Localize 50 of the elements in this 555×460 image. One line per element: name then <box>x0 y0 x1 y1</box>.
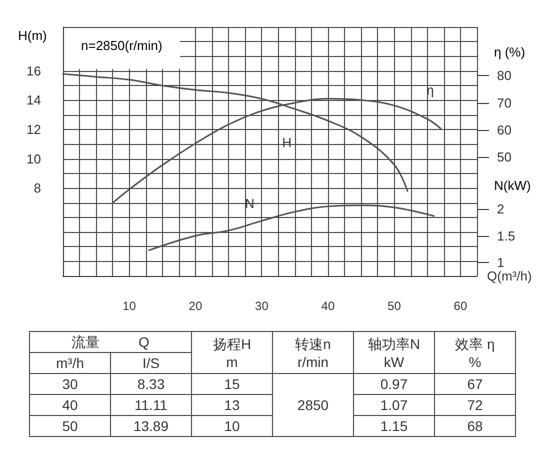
text: 0.97 <box>354 374 434 394</box>
text: 13 <box>192 394 272 416</box>
text: 1.07 <box>354 394 434 416</box>
y-tick-label: 10 <box>26 151 41 166</box>
y-tick-label: 16 <box>26 63 41 78</box>
y2-axis-title: η (%) <box>494 44 526 60</box>
text: 68 <box>434 416 516 436</box>
y3-tick-label: 1.5 <box>497 228 516 244</box>
text: 2850 <box>272 374 354 436</box>
y-tick-label: 8 <box>34 180 41 196</box>
text: 轴功率N <box>368 336 420 352</box>
text: 67 <box>434 374 516 394</box>
text: 1.15 <box>354 416 434 436</box>
x-tick-label: 10 <box>122 299 136 313</box>
x-tick-label: 60 <box>454 299 468 313</box>
text: 扬程H <box>212 336 252 352</box>
y2-tick-label: 60 <box>497 122 512 138</box>
text: 72 <box>434 394 516 416</box>
text: 15 <box>192 374 272 394</box>
text: 11.11 <box>110 394 192 416</box>
y3-tick-label: 1 <box>497 255 504 270</box>
x-tick-label: 40 <box>321 299 335 313</box>
text: 50 <box>30 416 110 436</box>
text: 30 <box>30 374 110 394</box>
x-axis-title: Q(m³/h) <box>487 268 532 284</box>
x-tick-label: 20 <box>188 299 202 313</box>
y-axis-title: H(m) <box>18 28 47 43</box>
y3-axis-title: N(kW) <box>494 178 531 194</box>
text: 转速n <box>295 336 331 352</box>
text: 10 <box>192 416 272 436</box>
y2-tick-label: 70 <box>497 95 512 110</box>
text: 流量 Q <box>72 334 150 350</box>
y-tick-label: 14 <box>26 92 41 108</box>
x-tick-label: 50 <box>388 299 402 313</box>
text: I/S <box>110 352 192 374</box>
text: 效率 η <box>455 336 495 352</box>
text: kW <box>384 354 404 370</box>
annotation: n=2850(r/min) <box>81 38 162 53</box>
text: m <box>226 354 238 370</box>
text: % <box>468 354 482 370</box>
y3-tick-label: 2 <box>497 202 504 217</box>
text: r/min <box>297 354 329 370</box>
text: 40 <box>30 394 110 416</box>
x-tick-label: 30 <box>255 299 269 313</box>
y2-tick-label: 50 <box>497 149 512 164</box>
text: m³/h <box>30 352 110 374</box>
y-tick-label: 12 <box>26 122 41 138</box>
text: 13.89 <box>110 416 192 436</box>
text: 8.33 <box>110 374 192 394</box>
y2-tick-label: 80 <box>497 68 512 84</box>
